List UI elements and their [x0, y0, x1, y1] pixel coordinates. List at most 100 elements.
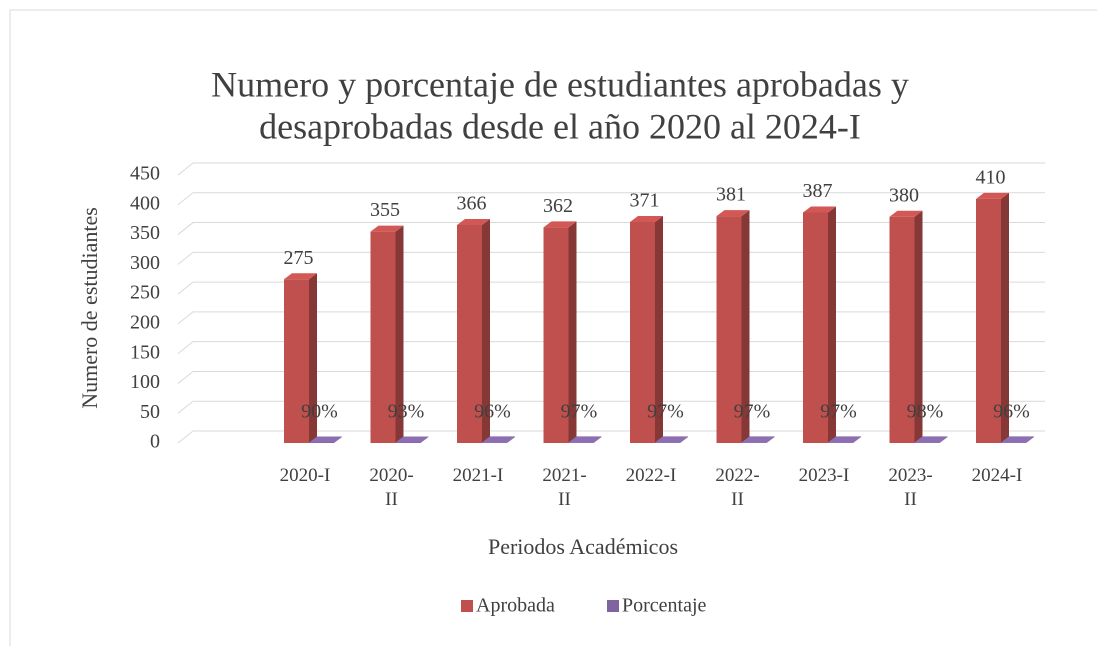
grid-line — [177, 311, 1045, 325]
bar-face — [543, 227, 569, 443]
bar — [630, 216, 663, 443]
grid-line — [177, 162, 1045, 176]
x-tick-label: 2023-I — [798, 465, 850, 486]
data-label: 355 — [370, 199, 400, 221]
bar-face — [420, 436, 429, 443]
bar-face — [741, 436, 775, 443]
y-axis-title: Numero de estudiantes — [77, 207, 102, 409]
bar — [889, 210, 923, 443]
bar — [914, 436, 948, 443]
bar-face — [543, 221, 577, 228]
bar-face — [853, 436, 861, 443]
x-tick-label: 2024-I — [971, 465, 1023, 486]
bar-face — [593, 436, 602, 443]
bar — [568, 436, 602, 443]
bar — [1001, 436, 1034, 443]
bar-face — [1001, 192, 1009, 443]
bar-face — [482, 219, 490, 443]
bar-face — [334, 436, 342, 443]
grid-line — [177, 281, 1045, 295]
grid-line — [177, 192, 1045, 206]
grid-line — [177, 251, 1045, 265]
bar-face — [630, 216, 663, 223]
data-label: 387 — [803, 180, 833, 202]
bar-face — [370, 231, 396, 443]
grid-line — [177, 400, 1045, 414]
bar-face — [395, 225, 404, 443]
chart-border — [9, 9, 1097, 646]
x-tick-label: 2020-II — [369, 465, 414, 510]
bar-face — [939, 436, 948, 443]
bar — [828, 436, 861, 443]
grid-line — [177, 430, 1045, 444]
bar — [543, 221, 577, 443]
y-tick-label: 250 — [130, 282, 160, 304]
bar — [370, 225, 404, 443]
grid-line — [177, 222, 1045, 235]
bar — [482, 436, 515, 443]
bar-face — [655, 436, 688, 443]
data-label: 97% — [561, 401, 598, 423]
chart-title: desaprobadas desde el año 2020 al 2024-I — [259, 106, 861, 146]
legend-label: Porcentaje — [622, 595, 707, 617]
bar — [716, 210, 750, 443]
grid-line — [177, 370, 1045, 384]
grid-line — [177, 341, 1045, 355]
bar — [803, 206, 836, 443]
y-tick-label: 0 — [150, 431, 160, 453]
data-label: 93% — [388, 401, 425, 423]
bar — [395, 436, 429, 443]
bar-face — [976, 198, 1001, 443]
data-label: 96% — [474, 401, 511, 423]
bar — [976, 192, 1009, 443]
y-tick-label: 150 — [130, 341, 160, 363]
bar-face — [914, 436, 948, 443]
bar-face — [828, 442, 853, 443]
bar-face — [655, 442, 680, 443]
data-label: 366 — [457, 193, 487, 215]
data-label: 97% — [820, 401, 857, 423]
bar-face — [655, 216, 663, 443]
bar-face — [630, 222, 655, 443]
y-tick-label: 400 — [130, 192, 160, 214]
y-tick-label: 50 — [140, 401, 160, 423]
bar-face — [828, 436, 861, 443]
bar-face — [889, 210, 923, 217]
data-label: 90% — [301, 401, 338, 423]
data-label: 98% — [907, 401, 944, 423]
bar-face — [309, 442, 334, 443]
bar-face — [370, 225, 404, 232]
data-label: 380 — [889, 184, 919, 206]
bar-face — [741, 210, 750, 443]
bar-face — [309, 436, 342, 443]
bar-face — [680, 436, 688, 443]
bar-face — [914, 442, 940, 443]
bar-face — [568, 442, 594, 443]
bar — [309, 436, 342, 443]
y-tick-label: 450 — [130, 163, 160, 185]
bar — [284, 273, 317, 443]
bar-face — [1026, 436, 1034, 443]
bar-face — [914, 210, 923, 443]
bar-face — [1001, 436, 1034, 443]
bar-face — [482, 442, 507, 443]
data-label: 410 — [976, 166, 1006, 188]
bar-face — [803, 212, 828, 443]
data-label: 96% — [993, 401, 1030, 423]
x-axis-title: Periodos Académicos — [488, 534, 678, 559]
bar-face — [1001, 442, 1026, 443]
x-tick-label: 2020-I — [279, 465, 331, 486]
y-tick-label: 100 — [130, 371, 160, 393]
bar-face — [828, 206, 836, 443]
bar-face — [507, 436, 515, 443]
bar-face — [976, 192, 1009, 199]
x-tick-label: 2021-II — [542, 465, 587, 510]
bar-face — [803, 206, 836, 213]
bar — [741, 436, 775, 443]
bar-face — [766, 436, 775, 443]
data-label: 381 — [716, 184, 746, 206]
bar — [655, 436, 688, 443]
bar-face — [284, 279, 309, 443]
bar-face — [568, 436, 602, 443]
